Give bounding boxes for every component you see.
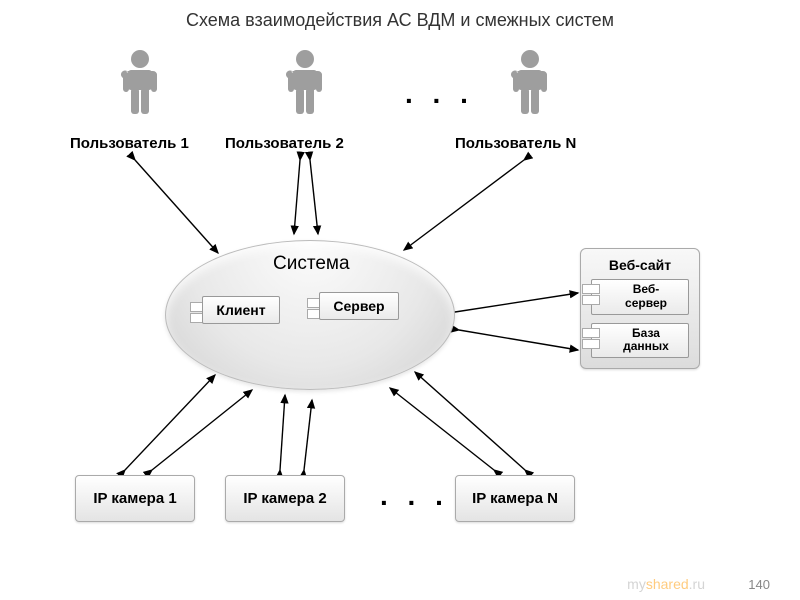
- camera-node: IP камера 2: [225, 475, 345, 522]
- website-title: Веб-сайт: [591, 257, 689, 273]
- webserver-component: Веб-сервер: [591, 279, 689, 315]
- user-label: Пользователь 2: [225, 135, 344, 152]
- ellipsis-icon: . . .: [405, 78, 474, 110]
- component-tabs-icon: [582, 328, 602, 350]
- website-panel: Веб-сайт Веб-сервер Базаданных: [580, 248, 700, 369]
- user-label: Пользователь N: [455, 135, 576, 152]
- diagram-title: Схема взаимодействия АС ВДМ и смежных си…: [0, 10, 800, 31]
- page-number: 140: [748, 577, 770, 592]
- user-icon: [505, 48, 555, 118]
- database-component: Базаданных: [591, 323, 689, 359]
- ellipsis-icon: . . .: [380, 480, 449, 512]
- watermark: myshared.ru: [627, 576, 705, 592]
- client-component: Клиент: [202, 296, 280, 324]
- component-tabs-icon: [582, 284, 602, 306]
- camera-node: IP камера N: [455, 475, 575, 522]
- user-icon: [115, 48, 165, 118]
- server-component: Сервер: [319, 292, 399, 320]
- user-icon: [280, 48, 330, 118]
- camera-node: IP камера 1: [75, 475, 195, 522]
- user-label: Пользователь 1: [70, 135, 189, 152]
- system-title: Система: [273, 253, 350, 275]
